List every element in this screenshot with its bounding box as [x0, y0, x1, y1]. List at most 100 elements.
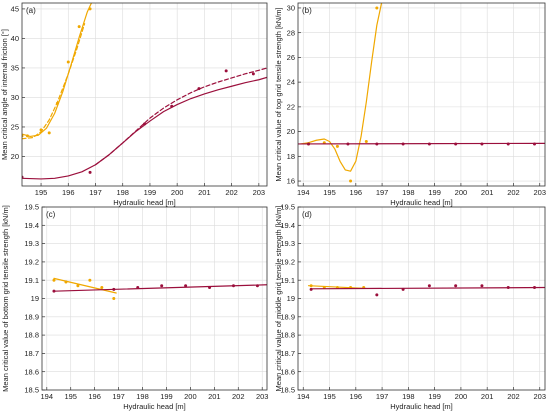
x-tick-label-d-2: 196	[350, 392, 363, 401]
y-tick-label-d-0: 18.5	[280, 386, 295, 395]
y-tick-label-c-0: 18.5	[24, 386, 39, 395]
data-point-d-2-3	[427, 284, 431, 288]
series-line-d-3	[310, 286, 545, 290]
data-point-b-0-4	[364, 139, 368, 143]
x-tick-label-d-7: 201	[481, 392, 494, 401]
y-axis-label-c: Mean critical value of bottom grid tensi…	[1, 205, 10, 392]
y-tick-label-b-7: 30	[287, 4, 295, 13]
y-tick-label-a-5: 45	[11, 5, 19, 14]
y-tick-label-c-10: 19.5	[24, 203, 39, 212]
data-point-a-3-5	[224, 69, 228, 73]
x-tick-label-b-8: 202	[507, 188, 520, 197]
data-point-c-2-4	[184, 284, 188, 288]
x-axis-label-b: Hydraulic head [m]	[390, 198, 453, 207]
data-point-c-2-3	[160, 284, 164, 288]
panel-b: 194 195 196 197 198 199 200 201 202 203 16 18 20 22 24…	[274, 2, 546, 207]
x-tick-label-c-9: 203	[256, 392, 269, 401]
plot-area-c	[52, 277, 267, 300]
x-tick-label-b-5: 199	[428, 188, 441, 197]
y-axis-label-d: Mean critical value of middle grid tensi…	[274, 206, 283, 392]
data-point-a-0-6	[77, 25, 81, 29]
y-tick-label-d-2: 18.7	[280, 349, 295, 358]
panel-c: 194 195 196 197 198 199 200 201 202 203 18.5 18.6 18…	[1, 203, 268, 411]
y-tick-label-d-3: 18.8	[280, 331, 295, 340]
series-line-b-3	[298, 142, 545, 145]
panel-a: 195 196 197 198 199 200 201 202 203 20 25 30 35 40 45 H…	[0, 2, 268, 207]
series-line-c-1	[53, 277, 117, 294]
plot-area-b	[298, 3, 545, 183]
x-tick-label-d-4: 198	[402, 392, 415, 401]
y-tick-label-c-7: 19.2	[24, 258, 39, 267]
y-tick-label-b-6: 28	[287, 28, 295, 37]
series-line-a-5	[94, 67, 267, 166]
x-tick-label-d-1: 195	[323, 392, 336, 401]
x-tick-label-c-0: 194	[41, 392, 54, 401]
data-point-a-0-5	[66, 60, 70, 64]
x-tick-label-a-1: 196	[62, 188, 75, 197]
plot-area-d	[307, 284, 545, 297]
y-tick-label-d-10: 19.5	[280, 203, 295, 212]
x-tick-label-c-3: 197	[112, 392, 125, 401]
data-point-b-0-2	[335, 144, 339, 148]
x-tick-label-a-0: 195	[35, 188, 48, 197]
y-tick-label-c-2: 18.7	[24, 349, 39, 358]
panel-label-c: (c)	[46, 210, 56, 219]
x-tick-label-a-5: 200	[171, 188, 184, 197]
data-point-d-2-1	[375, 293, 379, 297]
y-tick-label-b-3: 22	[287, 102, 295, 111]
x-tick-label-b-3: 197	[376, 188, 389, 197]
x-tick-label-c-2: 196	[88, 392, 101, 401]
y-tick-label-a-2: 30	[11, 93, 19, 102]
y-tick-label-b-2: 20	[287, 127, 295, 136]
data-point-c-0-3	[88, 278, 92, 282]
y-tick-label-c-4: 18.9	[24, 312, 39, 321]
panel-label-d: (d)	[302, 210, 312, 219]
y-tick-label-d-6: 19.1	[280, 276, 295, 285]
y-tick-label-d-7: 19.2	[280, 258, 295, 267]
x-tick-label-d-5: 199	[428, 392, 441, 401]
data-point-b-0-3	[349, 179, 353, 183]
x-tick-label-a-7: 202	[225, 188, 238, 197]
y-tick-label-c-9: 19.4	[24, 221, 39, 230]
x-tick-label-d-9: 203	[533, 392, 546, 401]
x-tick-label-c-1: 195	[64, 392, 77, 401]
x-tick-label-c-4: 198	[136, 392, 149, 401]
data-point-c-0-0	[52, 278, 56, 282]
data-point-a-3-1	[88, 170, 92, 174]
y-tick-label-c-1: 18.6	[24, 367, 39, 376]
x-tick-label-a-2: 197	[89, 188, 102, 197]
x-tick-label-d-3: 197	[376, 392, 389, 401]
x-tick-label-b-0: 194	[297, 188, 310, 197]
y-tick-label-c-5: 19	[31, 294, 39, 303]
plot-area-a	[22, 3, 267, 180]
data-point-d-2-4	[454, 284, 458, 288]
x-tick-label-c-7: 201	[208, 392, 221, 401]
x-tick-label-c-5: 199	[160, 392, 173, 401]
data-point-b-0-5	[375, 6, 379, 10]
y-tick-label-d-9: 19.4	[280, 221, 295, 230]
x-tick-label-c-8: 202	[232, 392, 245, 401]
x-tick-label-b-4: 198	[402, 188, 415, 197]
data-point-a-0-3	[47, 131, 51, 135]
y-tick-label-c-8: 19.3	[24, 239, 39, 248]
data-point-c-0-4	[100, 286, 104, 290]
x-tick-label-a-8: 203	[253, 188, 266, 197]
x-axis-label-c: Hydraulic head [m]	[123, 402, 186, 411]
y-tick-label-a-1: 25	[11, 123, 19, 132]
x-tick-label-a-4: 199	[144, 188, 157, 197]
y-tick-label-d-4: 18.9	[280, 312, 295, 321]
panel-d: 194 195 196 197 198 199 200 201 202 203 18.5 18.6 18…	[274, 203, 546, 411]
data-point-d-2-5	[480, 284, 484, 288]
y-tick-label-b-0: 16	[287, 177, 295, 186]
panel-label-a: (a)	[26, 6, 36, 15]
x-tick-label-b-6: 200	[455, 188, 468, 197]
series-line-a-2	[22, 23, 86, 140]
x-tick-label-a-3: 198	[116, 188, 129, 197]
y-tick-label-d-8: 19.3	[280, 239, 295, 248]
x-tick-label-b-9: 203	[533, 188, 546, 197]
x-tick-label-b-1: 195	[323, 188, 336, 197]
y-axis-label-a: Mean critical angle of internal friction…	[0, 29, 9, 160]
y-tick-label-c-3: 18.8	[24, 331, 39, 340]
y-tick-label-b-4: 24	[287, 78, 295, 87]
